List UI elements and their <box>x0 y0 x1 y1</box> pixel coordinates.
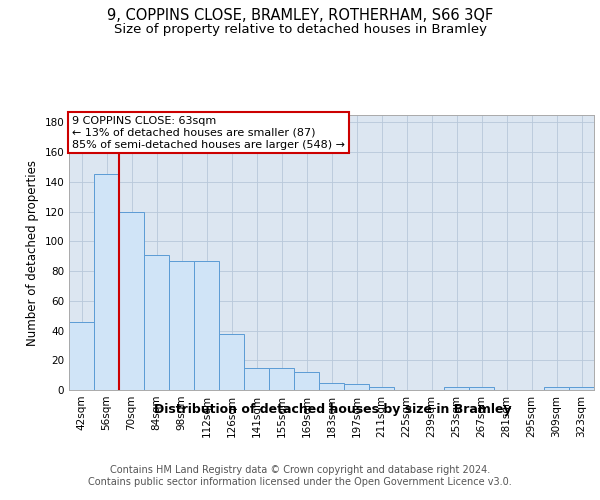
Bar <box>269 368 294 390</box>
Bar <box>219 334 244 390</box>
Bar <box>169 260 194 390</box>
Bar <box>344 384 369 390</box>
Bar <box>144 254 169 390</box>
Bar <box>469 387 494 390</box>
Text: 9 COPPINS CLOSE: 63sqm
← 13% of detached houses are smaller (87)
85% of semi-det: 9 COPPINS CLOSE: 63sqm ← 13% of detached… <box>71 116 344 150</box>
Text: Contains HM Land Registry data © Crown copyright and database right 2024.
Contai: Contains HM Land Registry data © Crown c… <box>88 465 512 486</box>
Bar <box>444 387 469 390</box>
Bar <box>119 212 144 390</box>
Y-axis label: Number of detached properties: Number of detached properties <box>26 160 39 346</box>
Text: 9, COPPINS CLOSE, BRAMLEY, ROTHERHAM, S66 3QF: 9, COPPINS CLOSE, BRAMLEY, ROTHERHAM, S6… <box>107 8 493 22</box>
Bar <box>544 387 569 390</box>
Bar <box>69 322 94 390</box>
Bar <box>369 387 394 390</box>
Bar <box>194 260 219 390</box>
Bar <box>294 372 319 390</box>
Bar <box>244 368 269 390</box>
Text: Distribution of detached houses by size in Bramley: Distribution of detached houses by size … <box>154 402 512 415</box>
Bar <box>569 387 594 390</box>
Text: Size of property relative to detached houses in Bramley: Size of property relative to detached ho… <box>113 22 487 36</box>
Bar <box>319 382 344 390</box>
Bar <box>94 174 119 390</box>
